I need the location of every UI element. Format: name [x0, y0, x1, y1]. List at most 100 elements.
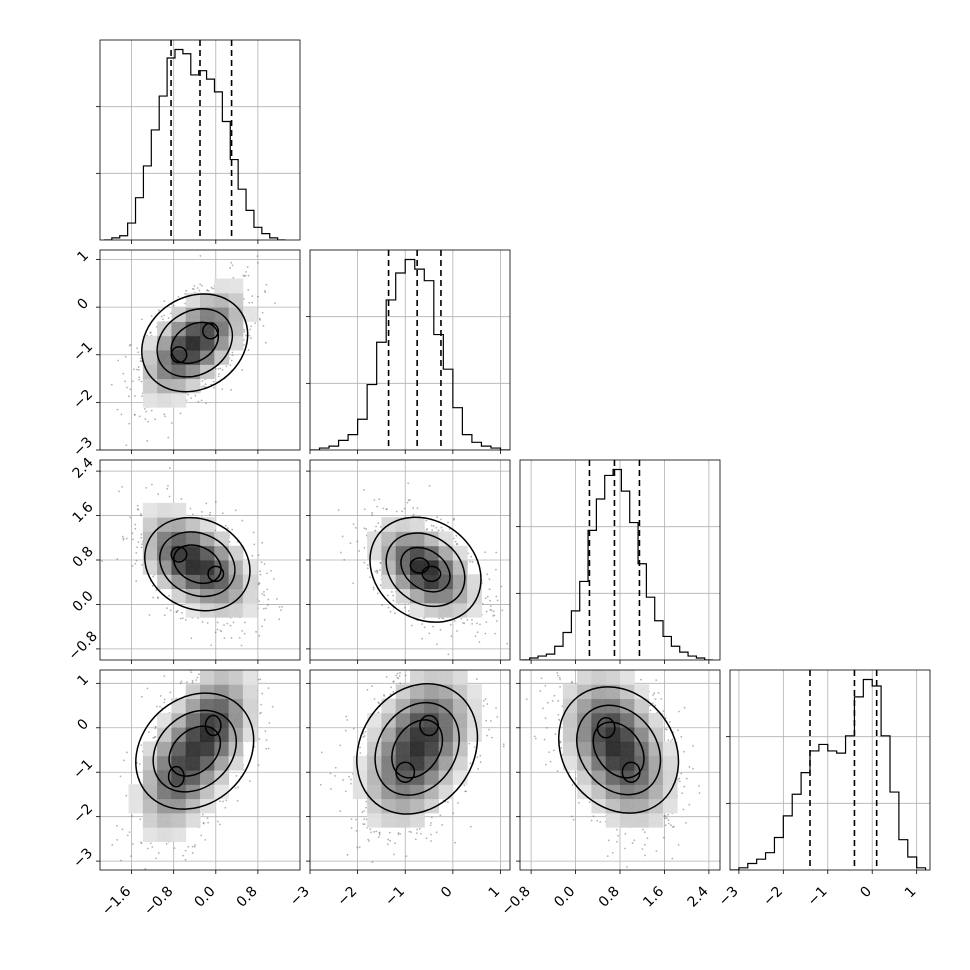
- scatter-point: [389, 610, 392, 613]
- scatter-point: [116, 558, 119, 560]
- density-cell: [228, 670, 244, 685]
- scatter-point: [440, 518, 442, 521]
- scatter-point: [479, 623, 481, 626]
- scatter-point: [124, 380, 127, 383]
- density-cell: [452, 545, 468, 561]
- scatter-point: [489, 599, 492, 602]
- scatter-panel-1-2: [100, 250, 300, 450]
- scatter-point: [128, 831, 131, 833]
- scatter-point: [469, 762, 472, 765]
- scatter-point: [210, 286, 213, 289]
- scatter-point: [140, 357, 142, 360]
- scatter-point: [179, 617, 182, 620]
- scatter-point: [349, 542, 352, 545]
- scatter-point: [392, 599, 395, 602]
- scatter-point: [267, 598, 270, 601]
- scatter-point: [145, 410, 148, 413]
- scatter-point: [501, 609, 504, 612]
- density-cell: [452, 588, 468, 604]
- scatter-point: [454, 540, 457, 543]
- scatter-point: [265, 747, 268, 750]
- scatter-point: [264, 341, 267, 344]
- scatter-point: [165, 842, 168, 845]
- contour-level-2: [156, 308, 234, 378]
- density-cell: [214, 770, 230, 785]
- density-cell: [142, 812, 158, 828]
- scatter-point: [374, 570, 377, 573]
- scatter-point: [184, 849, 187, 852]
- scatter-point: [231, 351, 234, 354]
- panel-frame: [99, 39, 301, 241]
- scatter-point: [217, 367, 220, 370]
- scatter-point: [258, 635, 261, 637]
- scatter-point: [166, 607, 168, 610]
- scatter-point: [240, 644, 243, 647]
- scatter-point: [493, 614, 496, 617]
- density-cell: [200, 560, 215, 575]
- scatter-point: [352, 582, 355, 585]
- scatter-point: [244, 274, 247, 277]
- scatter-point: [206, 666, 208, 668]
- scatter-point: [117, 359, 120, 362]
- scatter-point: [473, 746, 476, 749]
- scatter-point: [169, 691, 172, 694]
- scatter-point: [212, 287, 215, 290]
- density-cell: [200, 741, 215, 757]
- contour-level-3: [172, 544, 222, 585]
- scatter-point: [213, 660, 215, 662]
- scatter-point: [196, 287, 199, 289]
- scatter-point: [229, 364, 232, 367]
- scatter-point: [251, 295, 254, 298]
- scatter-point: [221, 388, 224, 390]
- scatter-point: [337, 509, 340, 511]
- scatter-point: [101, 560, 103, 562]
- scatter-point: [207, 289, 210, 292]
- scatter-point: [192, 513, 194, 516]
- scatter-point: [255, 630, 257, 633]
- contour-level-3: [170, 321, 219, 365]
- scatter-point: [247, 289, 250, 291]
- scatter-point: [428, 632, 431, 635]
- scatter-point: [237, 786, 240, 789]
- density-cell: [424, 545, 440, 561]
- density-cell: [142, 755, 158, 771]
- density-cell: [200, 770, 215, 785]
- scatter-point: [184, 618, 187, 621]
- scatter-point: [379, 584, 382, 587]
- scatter-point: [154, 736, 157, 738]
- scatter-point: [201, 621, 204, 623]
- scatter-point: [207, 821, 209, 824]
- scatter-point: [218, 373, 220, 375]
- density-cell: [171, 560, 187, 575]
- scatter-point: [248, 301, 251, 304]
- scatter-point: [246, 266, 249, 268]
- scatter-point: [136, 508, 139, 511]
- density-cell: [228, 278, 244, 294]
- density-cell: [242, 602, 258, 618]
- scatter-point: [128, 344, 131, 347]
- scatter-point: [155, 705, 158, 708]
- scatter-point: [190, 671, 193, 674]
- scatter-point: [471, 622, 474, 625]
- scatter-point: [230, 261, 233, 264]
- density-cell: [467, 574, 482, 590]
- scatter-point: [243, 328, 246, 331]
- scatter-point: [245, 334, 247, 337]
- scatter-point: [189, 507, 192, 510]
- scatter-point: [216, 820, 219, 823]
- contour-level-1: [144, 516, 251, 612]
- scatter-point: [231, 264, 234, 267]
- scatter-point: [363, 489, 366, 491]
- scatter-point: [146, 440, 149, 442]
- scatter-point: [119, 775, 122, 778]
- density-cell: [228, 698, 244, 714]
- density-cell: [171, 755, 187, 771]
- density-cell: [185, 755, 201, 771]
- scatter-point: [447, 521, 449, 524]
- density-cell: [128, 798, 144, 814]
- scatter-point: [157, 597, 159, 600]
- scatter-point: [372, 588, 375, 591]
- scatter-point: [163, 698, 166, 701]
- panel-frame: [309, 249, 511, 451]
- density-cell: [228, 712, 244, 728]
